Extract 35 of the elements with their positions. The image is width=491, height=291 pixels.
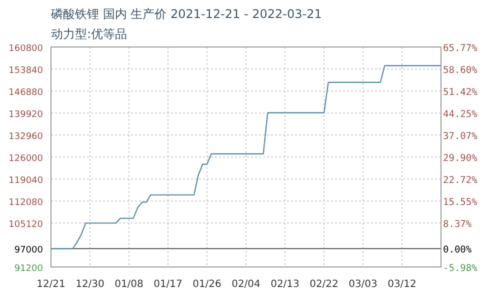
y-tick-label: 146880 [8,88,44,98]
y-tick-label: 126000 [8,154,44,164]
y2-tick-label: 29.90% [443,152,478,164]
y-tick-label: 105120 [8,220,44,230]
x-tick-label: 02/22 [310,279,338,290]
x-tick-label: 01/08 [114,279,144,290]
x-tick-label: 03/12 [388,279,416,290]
y2-tick-label: 44.25% [443,108,478,120]
y2-tick-label: 0.00% [443,244,472,256]
x-tick-label: 01/26 [192,279,222,290]
y2-tick-label: 15.55% [443,196,478,208]
y-tick-label: 112080 [8,198,44,208]
y-tick-label: 119040 [8,176,44,186]
y2-tick-label: 51.42% [443,87,478,98]
x-tick-label: 12/21 [36,279,66,290]
y2-tick-label: 37.07% [443,131,478,142]
y2-tick-label: 65.77% [443,43,478,54]
x-tick-label: 02/04 [232,279,260,290]
y2-tick-label: 58.60% [443,64,478,76]
y2-tick-label: 22.72% [443,175,478,186]
chart-subtitle: 动力型:优等品 [51,27,128,41]
y-tick-label: 97000 [14,246,44,256]
x-tick-label: 01/17 [154,279,182,290]
x-tick-label: 12/30 [76,279,104,290]
y-tick-label: 160800 [8,44,44,54]
y-tick-label: 91200 [14,264,44,274]
x-tick-label: 03/03 [348,279,378,290]
y2-tick-label: 8.37% [443,219,472,230]
y-tick-label: 132960 [8,132,44,142]
chart-title: 磷酸铁锂 国内 生产价 2021-12-21 - 2022-03-21 [50,7,322,21]
x-tick-label: 02/13 [270,279,300,290]
y-tick-label: 153840 [8,66,44,76]
line-series [50,65,442,250]
y2-tick-label: -5.98% [443,263,478,274]
y-tick-label: 139920 [8,110,44,120]
